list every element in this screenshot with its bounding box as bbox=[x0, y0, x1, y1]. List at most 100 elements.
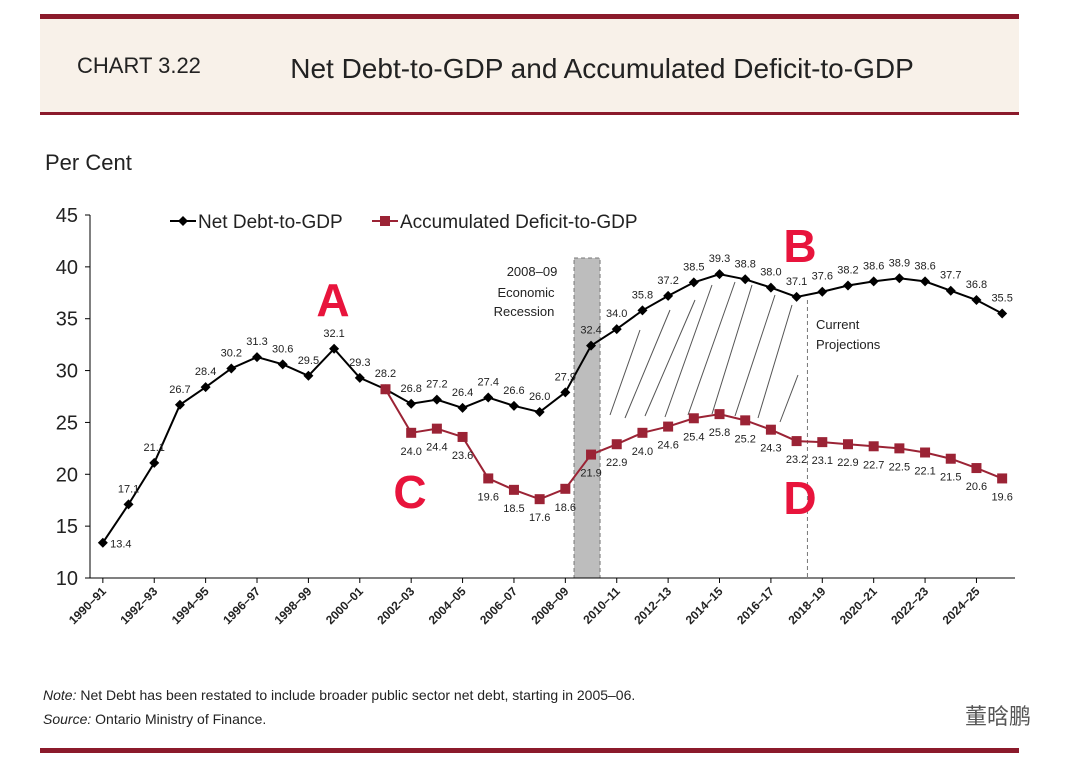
source-label: Source: bbox=[43, 711, 91, 727]
header-rule bbox=[40, 112, 1019, 115]
data-label: 38.0 bbox=[760, 267, 781, 279]
annotation: 2008–09 bbox=[507, 264, 558, 279]
annotation: Recession bbox=[494, 304, 555, 319]
annotation: Economic bbox=[497, 285, 555, 300]
marker bbox=[586, 340, 597, 351]
marker bbox=[945, 285, 956, 296]
marker bbox=[329, 343, 340, 354]
letter: B bbox=[783, 220, 816, 272]
series-line bbox=[384, 388, 1003, 501]
marker bbox=[611, 439, 622, 450]
data-label: 39.3 bbox=[709, 253, 730, 265]
marker bbox=[817, 437, 828, 448]
data-label: 24.0 bbox=[632, 446, 653, 458]
data-label: 13.4 bbox=[110, 539, 131, 551]
data-label: 25.4 bbox=[683, 431, 704, 443]
marker bbox=[740, 274, 751, 285]
marker bbox=[560, 483, 571, 494]
data-label: 25.2 bbox=[734, 433, 755, 445]
marker bbox=[200, 382, 211, 393]
data-label: 30.2 bbox=[221, 347, 242, 359]
chart-title: Net Debt-to-GDP and Accumulated Deficit-… bbox=[290, 53, 914, 84]
x-tick-label: 2020–21 bbox=[837, 584, 880, 627]
marker bbox=[431, 394, 442, 405]
x-tick-label: 2010–11 bbox=[580, 584, 623, 627]
marker bbox=[997, 308, 1008, 319]
marker bbox=[971, 463, 982, 474]
data-label: 27.9 bbox=[555, 371, 576, 383]
legend-label: Net Debt-to-GDP bbox=[198, 212, 343, 233]
data-label: 22.9 bbox=[606, 457, 627, 469]
data-label: 36.8 bbox=[966, 279, 987, 291]
hatch bbox=[609, 281, 799, 423]
annotation: Projections bbox=[816, 337, 881, 352]
data-label: 18.5 bbox=[503, 503, 524, 515]
data-label: 35.8 bbox=[632, 289, 653, 301]
x-tick-label: 1992–93 bbox=[117, 584, 160, 627]
marker bbox=[688, 277, 699, 288]
marker bbox=[920, 447, 931, 458]
x-tick-label: 2022–23 bbox=[888, 584, 931, 627]
data-label: 38.6 bbox=[914, 260, 935, 272]
marker bbox=[842, 439, 853, 450]
chart-number: CHART 3.22 bbox=[77, 53, 201, 78]
data-label: 32.4 bbox=[580, 325, 601, 337]
data-label: 24.6 bbox=[657, 440, 678, 452]
y-axis-label: Per Cent bbox=[45, 150, 132, 175]
marker bbox=[406, 427, 417, 438]
y-tick-label: 10 bbox=[56, 568, 78, 590]
x-tick-label: 1996–97 bbox=[220, 584, 263, 627]
letter: D bbox=[783, 472, 816, 524]
hatch-lines bbox=[609, 281, 799, 423]
y-tick-label: 45 bbox=[56, 205, 78, 227]
data-label: 17.1 bbox=[118, 483, 139, 495]
marker bbox=[534, 407, 545, 418]
marker bbox=[508, 400, 519, 411]
marker bbox=[997, 473, 1008, 484]
marker bbox=[817, 286, 828, 297]
data-label: 23.1 bbox=[812, 455, 833, 467]
data-label: 26.7 bbox=[169, 384, 190, 396]
recession-band bbox=[573, 257, 601, 579]
x-tick-label: 2000–01 bbox=[323, 584, 366, 627]
data-label: 28.4 bbox=[195, 366, 216, 378]
source: Source: Ontario Ministry of Finance. bbox=[43, 711, 266, 727]
marker bbox=[714, 269, 725, 280]
x-tick-label: 2024–25 bbox=[940, 584, 983, 627]
note-label: Note: bbox=[43, 687, 77, 703]
marker bbox=[123, 499, 134, 510]
x-tick-label: 1998–99 bbox=[272, 584, 315, 627]
marker bbox=[380, 384, 391, 395]
data-label: 37.1 bbox=[786, 276, 807, 288]
data-label: 26.4 bbox=[452, 387, 473, 399]
data-label: 37.7 bbox=[940, 270, 961, 282]
letter: A bbox=[316, 274, 349, 326]
marker bbox=[97, 537, 108, 548]
marker bbox=[765, 282, 776, 293]
data-label: 27.2 bbox=[426, 379, 447, 391]
data-label: 38.5 bbox=[683, 261, 704, 273]
data-label: 24.4 bbox=[426, 442, 447, 454]
y-tick-label: 15 bbox=[56, 516, 78, 538]
y-tick-label: 40 bbox=[56, 257, 78, 279]
marker bbox=[894, 443, 905, 454]
x-tick-label: 2004–05 bbox=[426, 584, 469, 627]
data-label: 37.6 bbox=[812, 271, 833, 283]
x-tick-label: 2008–09 bbox=[529, 584, 572, 627]
data-label: 19.6 bbox=[478, 491, 499, 503]
x-tick-label: 1990–91 bbox=[66, 584, 109, 627]
data-label: 22.5 bbox=[889, 461, 910, 473]
marker bbox=[971, 295, 982, 306]
x-tick-label: 2016–17 bbox=[734, 584, 777, 627]
marker bbox=[714, 409, 725, 420]
note-text: Net Debt has been restated to include br… bbox=[76, 687, 635, 703]
annotation: Current bbox=[816, 317, 860, 332]
data-label: 26.0 bbox=[529, 391, 550, 403]
data-label: 31.3 bbox=[246, 336, 267, 348]
footer-rule bbox=[40, 748, 1019, 753]
y-tick-label: 25 bbox=[56, 412, 78, 434]
marker bbox=[765, 424, 776, 435]
marker bbox=[354, 372, 365, 383]
marker bbox=[894, 273, 905, 284]
marker bbox=[791, 291, 802, 302]
